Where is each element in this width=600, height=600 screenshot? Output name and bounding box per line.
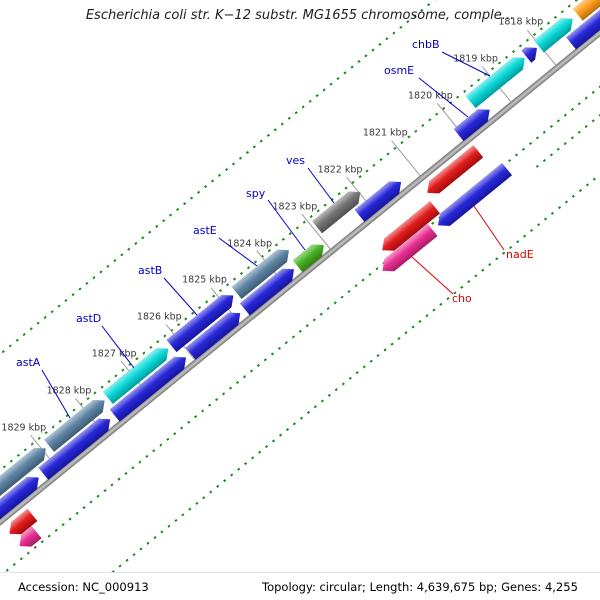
map-viewport[interactable]: 1818 kbp 1819 kbp 1820 kbp 1821 kbp 1822 kbp…	[0, 0, 600, 572]
ruler-tick-label: 1819 kbp	[453, 53, 498, 65]
ruler-tick-label: 1821 kbp	[362, 127, 408, 139]
ruler-tick-label: 1828 kbp	[46, 385, 92, 397]
ruler-tick-label: 1824 kbp	[227, 238, 273, 250]
ruler-tick-label: 1823 kbp	[272, 201, 318, 213]
ruler-tick-label: 1826 kbp	[136, 311, 182, 323]
topology-length-genes-text: Topology: circular; Length: 4,639,675 bp…	[262, 580, 578, 594]
ruler-tick-label: 1829 kbp	[1, 422, 47, 434]
ruler-tick-label: 1820 kbp	[408, 90, 453, 102]
ruler-tick-label: 1822 kbp	[317, 164, 363, 176]
tick-label-layer: 1818 kbp 1819 kbp 1820 kbp 1821 kbp 1822 kbp…	[1, 16, 544, 434]
accession-text: Accession: NC_000913	[18, 580, 149, 594]
status-bar: Accession: NC_000913 Topology: circular;…	[0, 572, 600, 600]
ruler-tick-label: 1827 kbp	[91, 348, 137, 360]
ruler-tick-label: 1818 kbp	[498, 16, 544, 28]
ruler-tick-label: 1825 kbp	[182, 274, 227, 286]
